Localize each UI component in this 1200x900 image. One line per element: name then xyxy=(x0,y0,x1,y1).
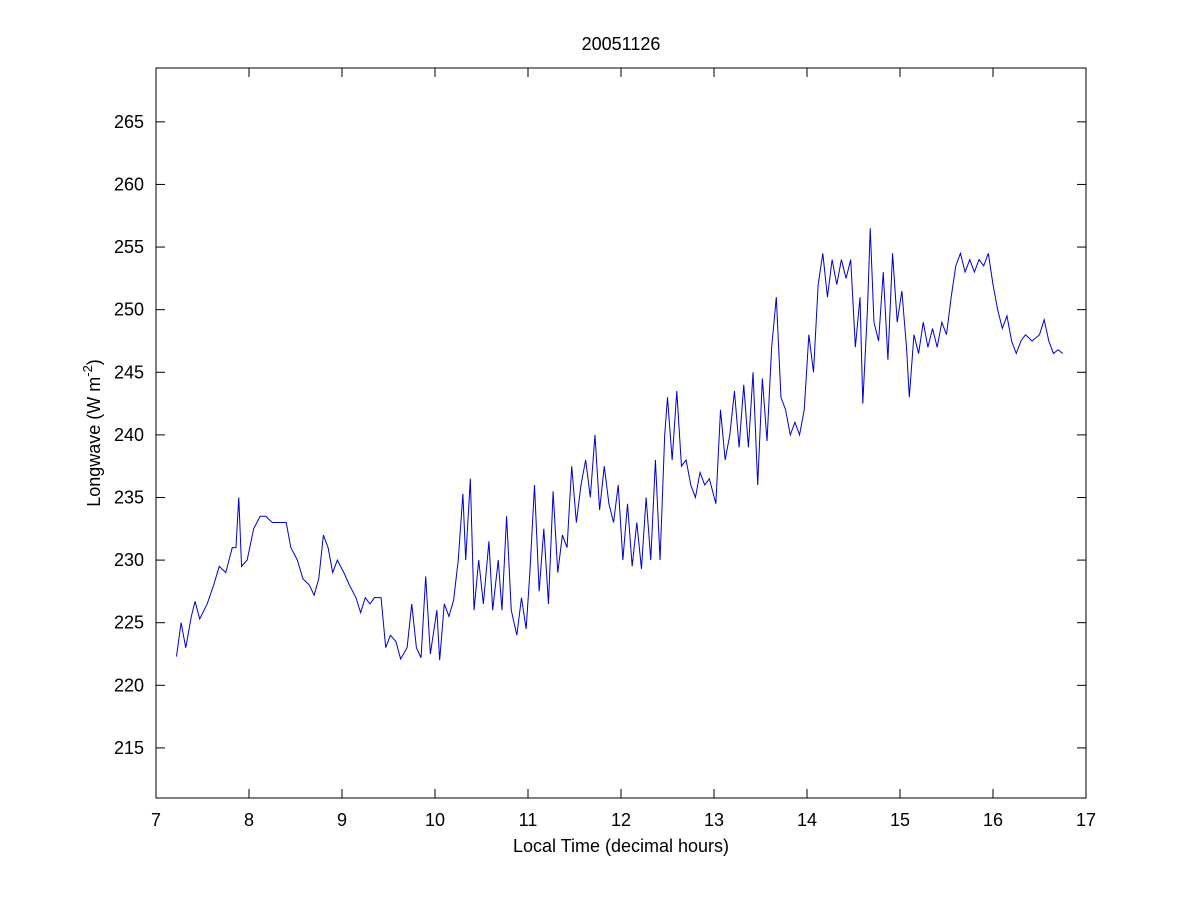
x-tick-label: 16 xyxy=(983,810,1003,830)
y-tick-label: 215 xyxy=(114,738,144,758)
y-tick-label: 235 xyxy=(114,487,144,507)
y-tick-label: 240 xyxy=(114,425,144,445)
x-tick-label: 8 xyxy=(244,810,254,830)
x-tick-label: 17 xyxy=(1076,810,1096,830)
y-tick-label: 260 xyxy=(114,174,144,194)
chart-title: 20051126 xyxy=(582,34,661,54)
x-tick-label: 12 xyxy=(611,810,631,830)
x-tick-label: 9 xyxy=(337,810,347,830)
y-tick-label: 245 xyxy=(114,362,144,382)
y-tick-label: 230 xyxy=(114,550,144,570)
y-axis-label-suffix: ) xyxy=(84,359,104,365)
y-axis-label-superscript: -2 xyxy=(80,365,95,377)
y-axis-label-text: Longwave (W m xyxy=(84,377,104,507)
x-axis-label: Local Time (decimal hours) xyxy=(513,836,729,856)
y-tick-label: 265 xyxy=(114,112,144,132)
x-tick-label: 7 xyxy=(151,810,161,830)
axes-box xyxy=(155,67,1087,799)
x-tick-label: 13 xyxy=(704,810,724,830)
y-tick-label: 225 xyxy=(114,613,144,633)
y-tick-label: 250 xyxy=(114,300,144,320)
y-axis-label: Longwave (W m-2) xyxy=(80,359,104,507)
data-line xyxy=(175,228,1064,661)
x-tick-label: 10 xyxy=(425,810,445,830)
x-tick-label: 14 xyxy=(797,810,817,830)
x-tick-label: 11 xyxy=(519,810,538,830)
y-tick-label: 220 xyxy=(114,675,144,695)
y-tick-label: 255 xyxy=(114,237,144,257)
x-tick-label: 15 xyxy=(890,810,910,830)
